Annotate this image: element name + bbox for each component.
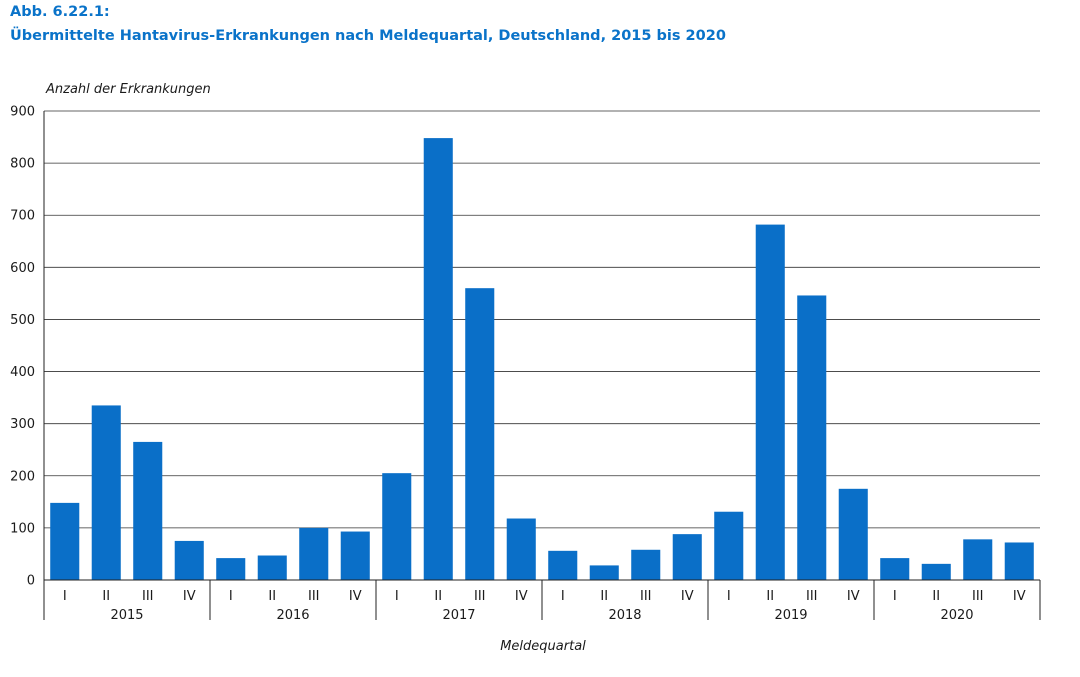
quarter-tick-label: II bbox=[102, 589, 110, 604]
quarter-tick-label: IV bbox=[349, 589, 362, 604]
bar-2019-q4 bbox=[838, 488, 868, 580]
quarter-tick-label: III bbox=[142, 589, 154, 604]
y-tick-label: 500 bbox=[10, 313, 35, 328]
quarter-tick-label: III bbox=[308, 589, 320, 604]
bar-2020-q2 bbox=[921, 563, 951, 580]
year-label-2018: 2018 bbox=[608, 608, 641, 623]
bar-2016-q3 bbox=[299, 527, 329, 580]
bar-2015-q4 bbox=[174, 540, 204, 580]
bar-2019-q3 bbox=[797, 295, 827, 580]
quarter-tick-label: II bbox=[268, 589, 276, 604]
y-tick-label: 300 bbox=[10, 417, 35, 432]
bar-2016-q2 bbox=[257, 555, 287, 580]
bar-2016-q1 bbox=[216, 558, 246, 580]
bar-2020-q4 bbox=[1004, 542, 1034, 580]
quarter-tick-label: III bbox=[806, 589, 818, 604]
year-label-2015: 2015 bbox=[110, 608, 143, 623]
quarter-tick-label: I bbox=[561, 589, 565, 604]
y-tick-label: 900 bbox=[10, 105, 35, 120]
bar-2015-q3 bbox=[133, 441, 163, 580]
bar-2020-q1 bbox=[880, 558, 910, 580]
quarter-tick-label: I bbox=[727, 589, 731, 604]
quarter-tick-label: IV bbox=[1013, 589, 1026, 604]
y-tick-label: 700 bbox=[10, 209, 35, 224]
bar-2017-q4 bbox=[506, 518, 536, 580]
quarter-tick-label: III bbox=[640, 589, 652, 604]
grid-lines bbox=[44, 110, 1040, 529]
figure-label: Abb. 6.22.1: bbox=[10, 4, 110, 20]
year-label-2020: 2020 bbox=[940, 608, 973, 623]
quarter-tick-label: I bbox=[229, 589, 233, 604]
bars bbox=[50, 138, 1034, 580]
bar-2017-q1 bbox=[382, 473, 412, 580]
bar-2018-q1 bbox=[548, 550, 578, 580]
quarter-tick-label: III bbox=[972, 589, 984, 604]
y-tick-label: 400 bbox=[10, 365, 35, 380]
quarter-tick-label: IV bbox=[847, 589, 860, 604]
year-label-2019: 2019 bbox=[774, 608, 807, 623]
bar-2016-q4 bbox=[340, 531, 370, 580]
bar-2017-q3 bbox=[465, 288, 495, 580]
y-tick-label: 200 bbox=[10, 469, 35, 484]
bar-2017-q2 bbox=[423, 138, 453, 580]
quarter-tick-label: II bbox=[600, 589, 608, 604]
bar-2015-q1 bbox=[50, 502, 80, 580]
quarter-tick-label: IV bbox=[681, 589, 694, 604]
year-label-2017: 2017 bbox=[442, 608, 475, 623]
bar-2019-q2 bbox=[755, 224, 785, 580]
y-tick-label: 100 bbox=[10, 521, 35, 536]
quarter-tick-label: III bbox=[474, 589, 486, 604]
quarter-tick-label: IV bbox=[515, 589, 528, 604]
y-tick-label: 800 bbox=[10, 157, 35, 172]
year-label-2016: 2016 bbox=[276, 608, 309, 623]
axis-labels: Anzahl der Erkrankungen Meldequartal bbox=[45, 82, 586, 654]
bar-2018-q4 bbox=[672, 534, 702, 580]
bar-2019-q1 bbox=[714, 511, 744, 580]
quarter-tick-label: II bbox=[434, 589, 442, 604]
bar-2018-q3 bbox=[631, 549, 661, 580]
quarter-tick-label: II bbox=[932, 589, 940, 604]
bar-2018-q2 bbox=[589, 565, 619, 580]
quarter-tick-label: I bbox=[395, 589, 399, 604]
x-axis-label: Meldequartal bbox=[500, 639, 586, 654]
quarter-tick-label: I bbox=[63, 589, 67, 604]
quarter-tick-label: IV bbox=[183, 589, 196, 604]
figure-title: Übermittelte Hantavirus-Erkrankungen nac… bbox=[10, 28, 726, 44]
y-axis-label: Anzahl der Erkrankungen bbox=[45, 82, 211, 97]
bar-2015-q2 bbox=[91, 405, 121, 580]
y-tick-label: 600 bbox=[10, 261, 35, 276]
quarter-tick-label: II bbox=[766, 589, 774, 604]
y-tick-label: 0 bbox=[27, 574, 35, 589]
bar-2020-q3 bbox=[963, 539, 993, 580]
quarter-tick-label: I bbox=[893, 589, 897, 604]
